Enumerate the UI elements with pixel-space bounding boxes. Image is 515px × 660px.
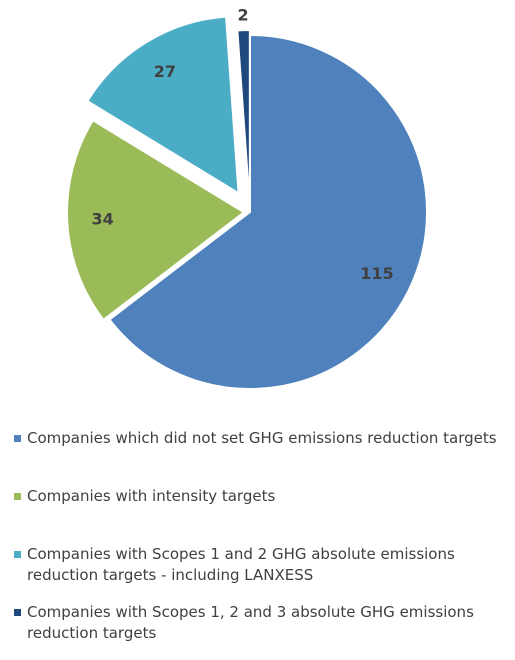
legend-swatch [14,609,21,616]
legend-item: Companies with intensity targets [14,486,509,544]
legend-swatch [14,551,21,558]
data-label: 27 [154,62,176,81]
data-label: 2 [238,6,249,25]
legend-label: Companies with intensity targets [27,487,276,505]
legend-item: Companies with Scopes 1, 2 and 3 absolut… [14,602,509,660]
pie-area: 115 34 27 2 [66,6,428,390]
legend-label: Companies with Scopes 1 and 2 GHG absolu… [27,545,455,584]
pie-slice [66,118,246,322]
legend-swatch [14,435,21,442]
legend: Companies which did not set GHG emission… [14,428,509,660]
legend-item: Companies with Scopes 1 and 2 GHG absolu… [14,544,509,602]
pie-slice [236,29,251,208]
legend-swatch [14,493,21,500]
data-label: 115 [360,264,393,283]
data-label: 34 [91,209,113,228]
legend-label: Companies which did not set GHG emission… [27,429,497,447]
pie-slice [86,15,240,196]
pie-slice [108,33,428,390]
legend-label: Companies with Scopes 1, 2 and 3 absolut… [27,603,474,642]
legend-item: Companies which did not set GHG emission… [14,428,509,486]
